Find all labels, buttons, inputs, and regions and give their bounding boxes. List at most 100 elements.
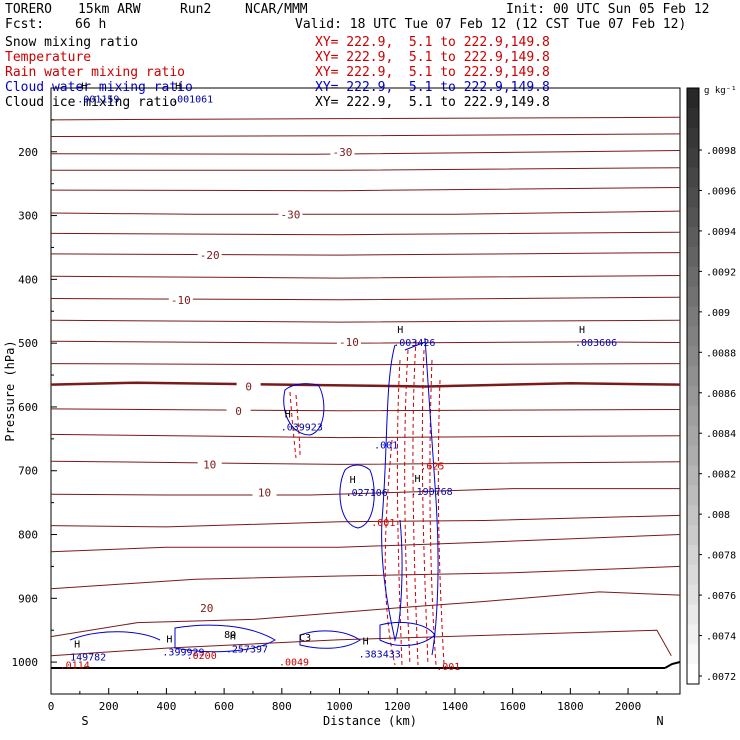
colorbar-swatch: [687, 604, 699, 625]
colorbar-swatch: [687, 624, 699, 645]
y-tick-label: 300: [18, 210, 38, 223]
colorbar-swatch: [687, 187, 699, 208]
x-tick-label: 1800: [557, 700, 584, 713]
colorbar-label: .0072: [706, 672, 736, 683]
isotherm-label: -10: [339, 336, 359, 349]
init-time: Init: 00 UTC Sun 05 Feb 12: [506, 2, 710, 17]
contour-annotation: .001: [371, 518, 395, 529]
fcst-value: 66 h: [75, 17, 107, 32]
colorbar-swatch: [687, 644, 699, 665]
x-tick-label: 1600: [499, 700, 526, 713]
y-tick-label: 1000: [12, 656, 39, 669]
isotherm-line: [50, 381, 681, 388]
model-label: TORERO: [5, 2, 52, 17]
max-value: .399929: [162, 648, 204, 659]
valid-time: Valid: 18 UTC Tue 07 Feb 12 (12 CST Tue …: [295, 17, 687, 32]
colorbar-swatch: [687, 246, 699, 268]
isotherm-label: 20: [200, 602, 213, 615]
field-temperature-xy: XY= 222.9, 5.1 to 222.9,149.8: [315, 35, 550, 50]
isotherm-line: [50, 591, 681, 638]
colorbar-swatch: [687, 386, 699, 407]
isotherm-line: [50, 231, 681, 236]
max-value: .003426: [393, 338, 435, 349]
contour-annotation: .001: [374, 440, 398, 451]
max-marker: H: [363, 636, 369, 647]
max-marker: H: [415, 474, 421, 485]
isotherm-line: [50, 252, 681, 256]
colorbar-swatch: [687, 525, 699, 546]
plot-frame: [50, 87, 681, 695]
colorbar-label: .0074: [706, 632, 736, 643]
colorbar-label: .0096: [706, 186, 736, 197]
colorbar-swatch: [687, 286, 699, 308]
x-axis-title: Distance (km): [323, 714, 417, 728]
field-rain-xy-2: XY= 222.9, 5.1 to 222.9,149.8: [315, 65, 550, 80]
colorbar-swatch: [687, 564, 699, 586]
x-tick-label: 2000: [615, 700, 642, 713]
isotherm-line: [50, 116, 681, 121]
colorbar-frame: [686, 87, 700, 685]
colorbar-unit: g kg⁻¹: [704, 86, 737, 96]
cloud-water-tower: [381, 337, 439, 656]
colorbar-label: .0076: [706, 591, 736, 602]
contour-annotation: .001: [436, 662, 460, 673]
max-value: .383433: [359, 649, 401, 660]
isotherm-label: -30: [332, 146, 352, 159]
isotherm-label: 10: [258, 486, 271, 499]
isotherm-line: [50, 340, 681, 344]
y-tick-label: 400: [18, 273, 38, 286]
isotherm-label-bg: [194, 601, 219, 615]
isotherm-label: -20: [200, 249, 220, 262]
isotherm-label-bg: [226, 404, 251, 418]
y-tick-label: 200: [18, 146, 38, 159]
colorbar-label: .008: [706, 510, 730, 521]
isotherm-label: -30: [281, 208, 301, 221]
contour-annotation: .0049: [279, 657, 309, 668]
max-value: .027106: [346, 488, 388, 499]
x-tick-label: 600: [214, 700, 234, 713]
colorbar-swatch: [687, 147, 699, 168]
colorbar-swatch: [687, 465, 699, 486]
isotherm-label: -10: [171, 294, 191, 307]
isotherm-line: [50, 133, 681, 137]
cloud-water-low: [69, 622, 436, 653]
max-marker: H: [166, 635, 172, 646]
max-value: .001159: [77, 94, 119, 105]
colorbar-swatch: [687, 167, 699, 188]
max-marker: H: [579, 325, 585, 336]
max-value: .190768: [411, 487, 453, 498]
run-label: Run2: [180, 2, 212, 17]
field-temperature: Temperature: [5, 50, 92, 65]
y-tick-label: 700: [18, 465, 38, 478]
colorbar-label: .0088: [706, 348, 736, 359]
isotherm-line: [50, 363, 681, 366]
rain-drizzle: [289, 391, 301, 459]
colorbar-swatch: [687, 584, 699, 606]
isotherm-label-bg: [168, 293, 193, 307]
colorbar-label: .0094: [706, 227, 736, 238]
isotherm-line: [50, 565, 681, 590]
x-tick-label: 400: [156, 700, 176, 713]
colorbar-label: .0078: [706, 551, 736, 562]
field-cloud-ice: Cloud ice mixing ratio: [5, 95, 178, 110]
isotherm-label-bg: [197, 458, 222, 472]
max-marker: H: [81, 81, 87, 92]
max-value: 149782: [70, 653, 106, 664]
colorbar-swatch: [687, 544, 699, 566]
max-marker: H: [74, 640, 80, 651]
isotherm-line: [50, 534, 681, 553]
y-tick-label: 900: [18, 592, 38, 605]
isotherm-line: [50, 296, 681, 301]
x-tick-label: 1000: [326, 700, 353, 713]
colorbar-swatch: [687, 306, 699, 327]
colorbar-swatch: [687, 127, 699, 149]
field-rain: Rain water mixing ratio: [5, 65, 186, 80]
isotherm-label: 0: [245, 381, 252, 394]
isotherm-label: 0: [235, 405, 242, 418]
max-value: .257397: [226, 644, 268, 655]
colorbar-swatch: [687, 425, 699, 447]
isotherm-line: [50, 460, 681, 465]
colorbar-swatch: [687, 207, 699, 228]
center-label: NCAR/MMM: [245, 2, 308, 17]
